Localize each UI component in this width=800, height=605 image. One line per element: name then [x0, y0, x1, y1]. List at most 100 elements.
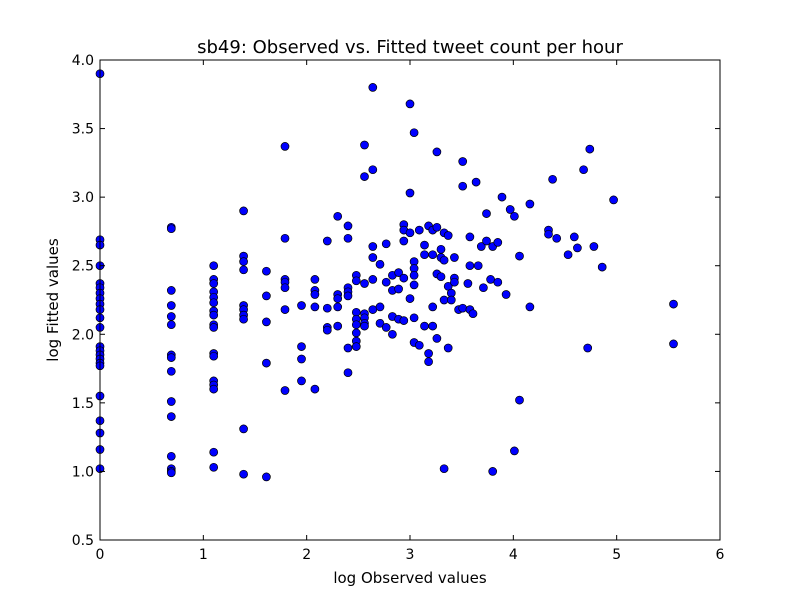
data-point [388, 329, 397, 339]
data-point [381, 277, 391, 287]
data-point [544, 229, 553, 239]
data-point [343, 291, 353, 301]
data-point [488, 467, 498, 476]
data-point [579, 165, 588, 175]
data-point [166, 312, 176, 321]
data-point [333, 321, 343, 331]
data-point [471, 177, 481, 187]
data-point [394, 284, 403, 294]
data-point [310, 302, 320, 312]
data-point [209, 298, 219, 308]
data-point [209, 323, 219, 332]
data-point [375, 259, 385, 269]
data-point [432, 334, 442, 343]
data-point [166, 366, 176, 376]
data-point [476, 242, 486, 251]
data-point [428, 250, 438, 260]
data-point [669, 339, 678, 349]
y-tick-label: 3.0 [72, 190, 94, 206]
data-point [405, 188, 415, 198]
data-point [573, 243, 582, 253]
data-point [381, 323, 391, 332]
data-point [585, 144, 595, 154]
data-point [409, 270, 419, 280]
data-point [239, 265, 248, 275]
x-tick-label: 6 [716, 547, 725, 563]
data-point [375, 318, 385, 328]
data-point [297, 376, 306, 386]
data-point [239, 424, 248, 434]
data-point [424, 349, 433, 358]
data-point [262, 472, 271, 482]
data-point [458, 181, 468, 191]
y-tick-label: 3.5 [72, 122, 94, 138]
data-point [322, 303, 332, 313]
y-tick-label: 1.5 [72, 396, 94, 412]
data-point [209, 261, 219, 271]
data-point [297, 301, 306, 310]
data-point [463, 279, 473, 288]
x-tick-label: 2 [302, 547, 311, 563]
data-point [486, 275, 495, 284]
data-point [166, 451, 176, 461]
data-point [609, 195, 618, 205]
data-point [505, 205, 515, 214]
data-point [343, 233, 353, 243]
data-point [597, 262, 607, 272]
data-point [166, 320, 176, 330]
data-point [510, 446, 519, 456]
data-point [343, 221, 353, 231]
data-point [209, 462, 219, 472]
data-point [368, 242, 378, 251]
data-point [262, 358, 271, 368]
data-point [166, 412, 176, 421]
data-point [443, 343, 453, 353]
data-point [262, 291, 271, 301]
data-point [351, 320, 361, 330]
data-point [360, 321, 369, 331]
data-point [166, 397, 176, 406]
data-point [428, 321, 438, 331]
data-point [439, 295, 449, 305]
data-point [209, 279, 219, 288]
data-point [381, 239, 391, 249]
data-point [465, 232, 475, 242]
data-point [280, 233, 290, 243]
data-point [297, 342, 306, 351]
data-point [409, 280, 419, 290]
data-point [563, 250, 573, 260]
data-point [166, 286, 176, 295]
data-point [368, 275, 378, 284]
data-point [458, 303, 468, 313]
data-point [310, 275, 320, 284]
data-point [468, 309, 478, 319]
data-point [280, 142, 290, 151]
x-axis-label: log Observed values [333, 569, 487, 587]
data-point [375, 302, 385, 312]
data-point [209, 447, 219, 457]
data-point [262, 317, 271, 327]
y-tick-label: 2.0 [72, 327, 94, 343]
chart-title: sb49: Observed vs. Fitted tweet count pe… [197, 37, 623, 58]
data-point [414, 225, 424, 235]
data-point [436, 272, 446, 282]
data-point [239, 206, 248, 216]
y-tick-label: 1.0 [72, 464, 94, 480]
data-point [525, 302, 535, 312]
data-point [351, 342, 361, 351]
data-point [343, 343, 353, 353]
x-tick-label: 3 [406, 547, 415, 563]
data-point [368, 253, 378, 262]
data-point [465, 261, 475, 271]
data-point [166, 224, 176, 234]
data-point [310, 384, 320, 394]
data-point [493, 238, 503, 247]
data-point [209, 310, 219, 320]
data-point [501, 290, 511, 299]
data-point [239, 314, 248, 324]
data-point [479, 283, 488, 293]
data-point [333, 302, 343, 312]
data-point [548, 174, 557, 184]
data-point [493, 277, 503, 287]
